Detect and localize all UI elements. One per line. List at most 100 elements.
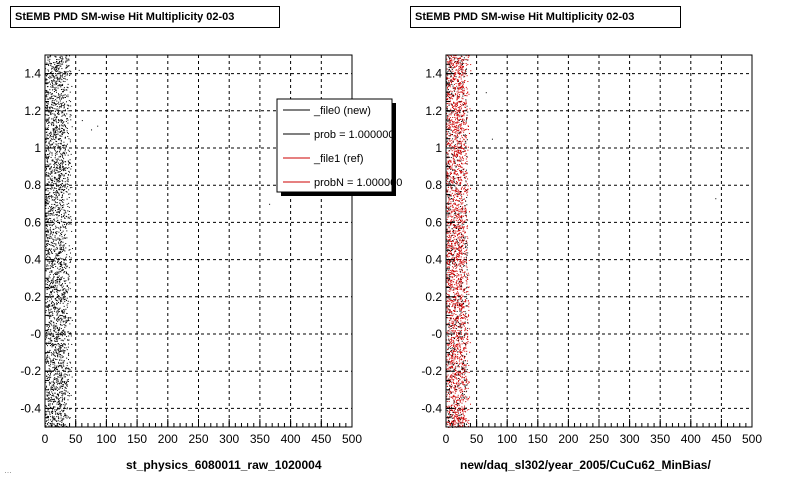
data-point [54,95,56,97]
data-point [462,230,464,232]
data-point [58,118,60,120]
data-point [53,330,55,332]
data-point [55,127,57,129]
data-point [60,119,62,121]
data-point [461,60,463,62]
data-point [62,302,64,304]
data-point [48,155,50,157]
data-point [458,407,460,409]
data-point [455,390,457,392]
data-point [458,165,460,167]
data-point [459,238,461,240]
data-point [49,283,51,285]
data-point [451,179,453,181]
data-point [63,107,65,109]
data-point [53,326,55,328]
data-point [51,187,53,189]
data-point [55,367,57,369]
data-point [53,322,55,324]
data-point [50,387,52,389]
data-point [54,349,56,351]
data-point [450,232,452,234]
data-point [64,309,66,311]
data-point [461,269,463,271]
data-point [449,272,451,274]
data-point [464,406,466,408]
data-point [451,242,453,244]
data-point [56,302,58,304]
data-point [62,364,64,366]
data-point [458,244,460,246]
data-point [46,289,48,291]
data-point [57,420,59,422]
data-point [447,241,449,243]
data-point [450,58,452,60]
data-point [61,240,63,242]
data-point [449,191,451,193]
data-point [59,100,61,102]
data-point [59,387,61,389]
data-point [459,64,461,66]
data-point [48,248,50,250]
data-point [62,180,64,182]
data-point [57,296,59,298]
data-point [467,191,469,193]
data-point [62,105,64,107]
data-point [62,381,64,383]
data-point [47,253,49,255]
data-point [450,55,452,57]
data-point [463,257,465,259]
data-point [55,288,57,290]
data-point [60,57,62,59]
data-point [447,309,449,311]
data-point [50,339,52,341]
data-point [51,335,53,337]
data-point [458,227,460,229]
data-point [459,330,461,332]
data-point [57,394,59,396]
data-point [45,150,47,152]
data-point [47,251,49,253]
data-point [447,416,449,418]
data-point [449,66,451,68]
data-point [452,361,454,363]
data-point [51,106,53,108]
data-point [467,125,469,127]
data-point [48,163,50,165]
data-point [468,300,470,302]
data-point [45,201,47,203]
data-point [55,358,57,360]
data-point [452,342,454,344]
data-point [60,278,62,280]
data-point [61,386,63,388]
data-point [446,123,448,125]
data-point [54,392,56,394]
data-point [48,92,50,94]
data-point [455,137,457,139]
data-point [54,406,56,408]
data-point [451,276,453,278]
data-point [460,265,462,267]
data-point [61,125,63,127]
data-point [465,107,467,109]
data-point [50,132,52,134]
data-point [462,381,464,383]
data-point [461,193,463,195]
data-point [459,87,461,89]
data-point [447,143,449,145]
data-point [46,244,48,246]
data-point [46,386,48,388]
data-point [455,365,457,367]
data-point [67,339,69,341]
data-point [453,210,455,212]
data-point [463,384,465,386]
data-point [447,243,449,245]
data-point [446,238,448,240]
data-point [47,231,49,233]
data-point [49,309,51,311]
data-point [52,129,54,131]
data-point [454,88,456,90]
data-point [453,73,455,75]
data-point [55,129,57,131]
data-point [460,326,462,328]
